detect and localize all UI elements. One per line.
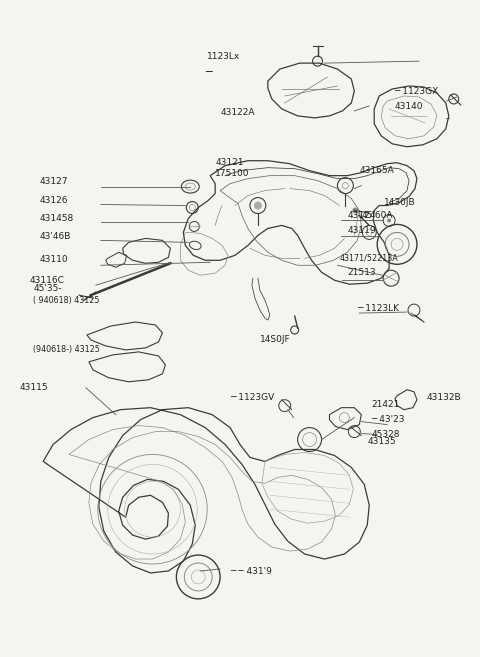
Text: ─: ─ [205, 66, 212, 76]
Text: 43110: 43110 [39, 255, 68, 264]
Circle shape [352, 208, 358, 214]
Text: ─ 1123GX: ─ 1123GX [394, 87, 438, 95]
Text: 14S0JF: 14S0JF [260, 336, 290, 344]
Text: 45'35-: 45'35- [33, 284, 62, 292]
Text: 21421: 21421 [371, 400, 400, 409]
Text: 431458: 431458 [39, 214, 73, 223]
Text: 43165A: 43165A [360, 166, 394, 175]
Text: 1123Lx: 1123Lx [207, 52, 240, 60]
Text: ─ 43'23: ─ 43'23 [371, 415, 405, 424]
Text: 43116C: 43116C [29, 276, 64, 284]
Text: 43124: 43124 [348, 211, 376, 220]
Text: 45'60A: 45'60A [361, 211, 393, 220]
Text: 1430JB: 1430JB [384, 198, 416, 207]
Text: 43122A: 43122A [220, 108, 254, 118]
Text: 43121: 43121 [215, 158, 244, 167]
Text: 43'46B: 43'46B [39, 232, 71, 241]
Text: 43119: 43119 [348, 226, 376, 235]
Text: 43135: 43135 [367, 437, 396, 446]
Text: ( 940618) 43125: ( 940618) 43125 [33, 296, 100, 305]
Text: 43132B: 43132B [427, 393, 462, 402]
Text: 175100: 175100 [215, 169, 250, 178]
Text: ─ 1123LK: ─ 1123LK [357, 304, 399, 313]
Text: 43140: 43140 [394, 102, 422, 112]
Circle shape [387, 219, 391, 223]
Text: 43127: 43127 [39, 177, 68, 186]
Text: ─ ─ 431'9: ─ ─ 431'9 [230, 568, 272, 576]
Text: (940618-) 43125: (940618-) 43125 [33, 346, 100, 354]
Text: 43171/52213A: 43171/52213A [339, 254, 398, 263]
Text: 21513: 21513 [348, 268, 376, 277]
Text: ─ 1123GV: ─ 1123GV [230, 393, 274, 402]
Text: 43115: 43115 [19, 383, 48, 392]
Text: 43126: 43126 [39, 196, 68, 205]
Circle shape [254, 202, 262, 210]
Text: 45328: 45328 [371, 430, 400, 439]
